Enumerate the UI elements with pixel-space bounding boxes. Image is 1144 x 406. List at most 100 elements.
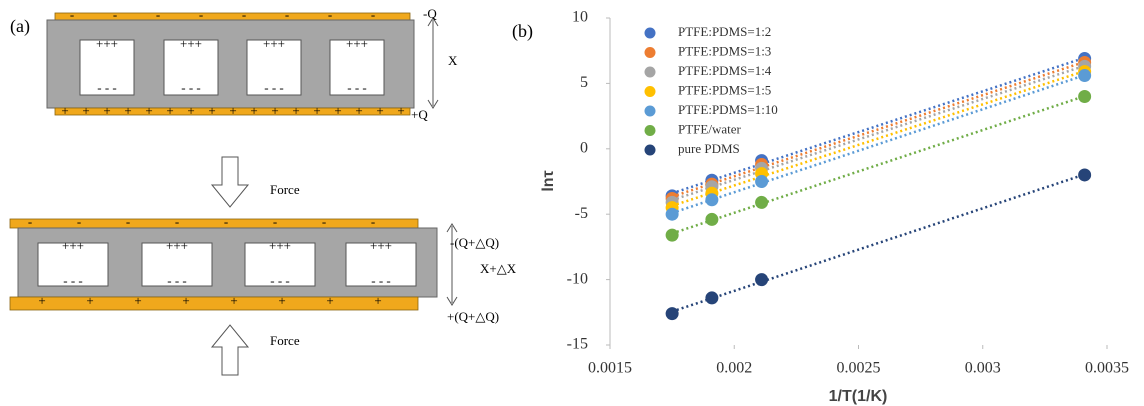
point: [1078, 89, 1092, 103]
plate-charge: +: [230, 293, 237, 308]
x-axis-title: 1/T(1/K): [829, 388, 888, 405]
dimension-label: X: [448, 53, 458, 68]
plate: [54, 12, 411, 21]
point: [705, 212, 719, 226]
inner-charge: +++: [346, 36, 368, 51]
inner-charge: - - -: [63, 273, 83, 288]
plate-charge: +: [82, 103, 89, 118]
y-tick-label: 0: [580, 139, 588, 156]
inner-charge: - - -: [264, 80, 284, 95]
plate-charge: +: [86, 293, 93, 308]
x-tick-label: 0.0015: [588, 360, 632, 377]
legend-label: PTFE:PDMS=1:3: [678, 43, 771, 58]
window: [329, 39, 385, 96]
charge-label: -Q: [423, 6, 437, 21]
x-tick-label: 0.0025: [837, 360, 881, 377]
plate-charge: +: [182, 293, 189, 308]
legend-marker: [644, 125, 656, 136]
plate-charge: +: [134, 293, 141, 308]
plate-charge: +: [229, 103, 236, 118]
window: [79, 39, 135, 96]
inner-charge: +++: [269, 238, 291, 253]
trendline: [671, 64, 1086, 202]
plate-charge: +: [166, 103, 173, 118]
x-tick-label: 0.0035: [1085, 360, 1129, 377]
plate-charge: +: [38, 293, 45, 308]
plate-charge: +: [124, 103, 131, 118]
trendline: [671, 60, 1086, 198]
point: [755, 175, 769, 188]
charge-label: +Q: [411, 107, 428, 122]
plate-charge: +: [271, 103, 278, 118]
y-tick-label: -15: [567, 336, 588, 353]
inner-charge: - - -: [270, 273, 290, 288]
legend-marker: [644, 105, 656, 117]
plot: -15 -10 -5 0 5 10 0.0015 0.002 0.0025 0.003 0.0035…: [567, 9, 1129, 377]
legend-label: PTFE:PDMS=1:2: [678, 24, 771, 39]
inner-charge: - - -: [181, 80, 201, 95]
x-tick-label: 0.003: [965, 360, 1001, 377]
window: [244, 242, 316, 287]
plate-charge: -: [224, 214, 228, 229]
arrow-head: [446, 223, 458, 306]
plate-charge: -: [126, 214, 130, 229]
x-tick-label: 0.002: [716, 360, 752, 377]
force-arrow: [210, 324, 250, 376]
legend-label: pure PDMS: [678, 141, 740, 156]
force-arrow: [210, 156, 250, 208]
point: [705, 193, 719, 207]
inner-charge: +++: [370, 238, 392, 253]
point: [1078, 168, 1092, 182]
plate-charge: -: [285, 7, 289, 22]
plate-charge: +: [187, 103, 194, 118]
window: [345, 242, 417, 287]
plate-charge: +: [61, 103, 68, 118]
plate-charge: -: [328, 7, 332, 22]
plate-charge: -: [175, 214, 179, 229]
trendline: [671, 173, 1086, 313]
panel-label: (a): [10, 16, 30, 37]
panel-label: (b): [512, 21, 533, 42]
plate-charge: +: [397, 103, 404, 118]
panel-b: (b) 1/T(1/K) lnτ: [512, 21, 887, 405]
plate-charge: +: [208, 103, 215, 118]
y-tick-label: -5: [575, 205, 588, 222]
plate-charge: -: [77, 214, 81, 229]
plate-charge: +: [355, 103, 362, 118]
legend-marker: [644, 144, 656, 156]
plate-charge: -: [113, 7, 117, 22]
charge-label: -(Q+△Q): [450, 235, 499, 250]
y-tick-label: 10: [572, 9, 588, 26]
force-label: Force: [270, 182, 300, 197]
trendline: [671, 56, 1086, 195]
plate-charge: +: [250, 103, 257, 118]
plate-charge: -: [28, 214, 32, 229]
point: [1078, 69, 1092, 83]
plate-charge: +: [313, 103, 320, 118]
y-tick-label: 5: [580, 74, 588, 91]
plate-charge: +: [376, 103, 383, 118]
panel-a-charges: +++- - -+++- - -+++- - -+++- - -+++- - -…: [28, 7, 417, 308]
plate-charge: -: [242, 7, 246, 22]
plate-charge: -: [273, 214, 277, 229]
plate-charge: +: [103, 103, 110, 118]
legend-label: PTFE:PDMS=1:10: [678, 102, 778, 117]
plate-charge: -: [371, 7, 375, 22]
inner-charge: +++: [180, 36, 202, 51]
window: [37, 242, 109, 287]
inner-charge: - - -: [97, 80, 117, 95]
force-label: Force: [270, 333, 300, 348]
plate-charge: +: [374, 293, 381, 308]
point: [665, 228, 679, 242]
inner-charge: - - -: [347, 80, 367, 95]
y-axis-title: lnτ: [540, 170, 557, 191]
plate-charge: +: [292, 103, 299, 118]
legend-marker: [644, 86, 656, 97]
plate: [9, 218, 419, 229]
window: [141, 242, 213, 287]
plate-charge: -: [156, 7, 160, 22]
inner-charge: - - -: [167, 273, 187, 288]
y-tick-label: -10: [567, 270, 588, 287]
window: [246, 39, 302, 96]
